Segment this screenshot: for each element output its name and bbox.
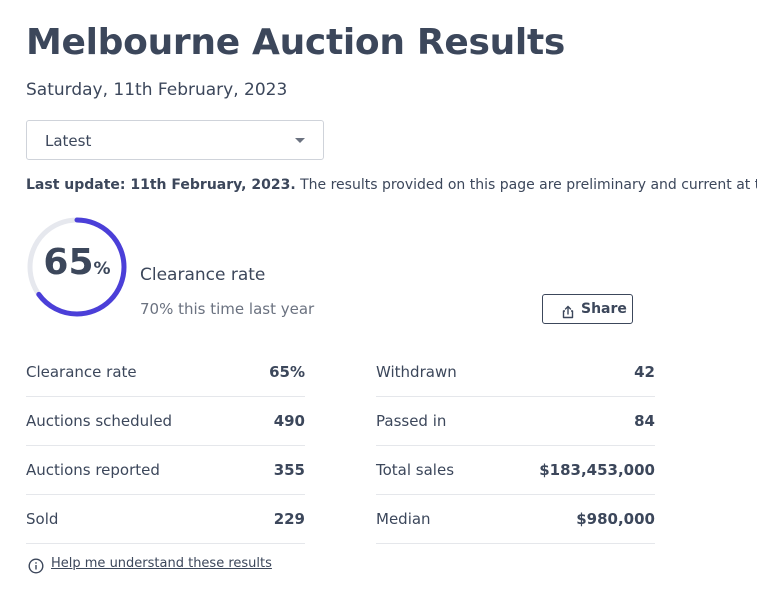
stat-value: 490: [273, 412, 305, 430]
stat-row: Auctions reported 355: [26, 446, 305, 495]
stat-row: Withdrawn 42: [376, 348, 655, 397]
stat-label: Auctions reported: [26, 461, 160, 479]
stat-label: Median: [376, 510, 431, 528]
stat-label: Auctions scheduled: [26, 412, 173, 430]
last-year-comparison: 70% this time last year: [140, 300, 315, 318]
stat-row: Sold 229: [26, 495, 305, 544]
stat-row: Total sales $183,453,000: [376, 446, 655, 495]
share-label: Share: [581, 301, 627, 317]
stat-value: 84: [634, 412, 655, 430]
stat-label: Sold: [26, 510, 59, 528]
help-link-label: Help me understand these results: [51, 556, 272, 571]
last-update-label: Last update: 11th February, 2023.: [26, 177, 296, 193]
stat-value: $980,000: [576, 510, 655, 528]
gauge-ring: [27, 217, 127, 317]
select-value: Latest: [45, 132, 92, 150]
notice-text: The results provided on this page are pr…: [300, 177, 757, 193]
gauge-number: 65: [43, 242, 94, 283]
stat-label: Passed in: [376, 412, 447, 430]
update-notice: Last update: 11th February, 2023. The re…: [26, 177, 757, 193]
stat-value: 65%: [269, 363, 305, 381]
page-title: Melbourne Auction Results: [26, 22, 565, 63]
results-date: Saturday, 11th February, 2023: [26, 80, 288, 100]
gauge-percent-sign: %: [93, 259, 111, 279]
share-icon: [561, 304, 575, 323]
gauge-progress: [27, 217, 127, 317]
stat-row: Passed in 84: [376, 397, 655, 446]
results-period-select[interactable]: Latest: [26, 120, 324, 160]
stat-value: 42: [634, 363, 655, 381]
gauge-value: 65%: [26, 242, 128, 283]
stat-value: 229: [273, 510, 305, 528]
stat-row: Clearance rate 65%: [26, 348, 305, 397]
chevron-down-icon: [295, 138, 305, 143]
share-button[interactable]: Share: [542, 294, 633, 324]
clearance-rate-label: Clearance rate: [140, 265, 266, 285]
stat-label: Clearance rate: [26, 363, 137, 381]
stat-value: $183,453,000: [539, 461, 655, 479]
info-icon: [28, 558, 44, 578]
stat-row: Median $980,000: [376, 495, 655, 544]
stat-label: Total sales: [376, 461, 455, 479]
clearance-rate-gauge: 65%: [26, 216, 128, 318]
stats-table-left: Clearance rate 65% Auctions scheduled 49…: [26, 348, 305, 544]
stat-row: Auctions scheduled 490: [26, 397, 305, 446]
stat-value: 355: [273, 461, 305, 479]
stat-label: Withdrawn: [376, 363, 457, 381]
stats-table-right: Withdrawn 42 Passed in 84 Total sales $1…: [376, 348, 655, 544]
